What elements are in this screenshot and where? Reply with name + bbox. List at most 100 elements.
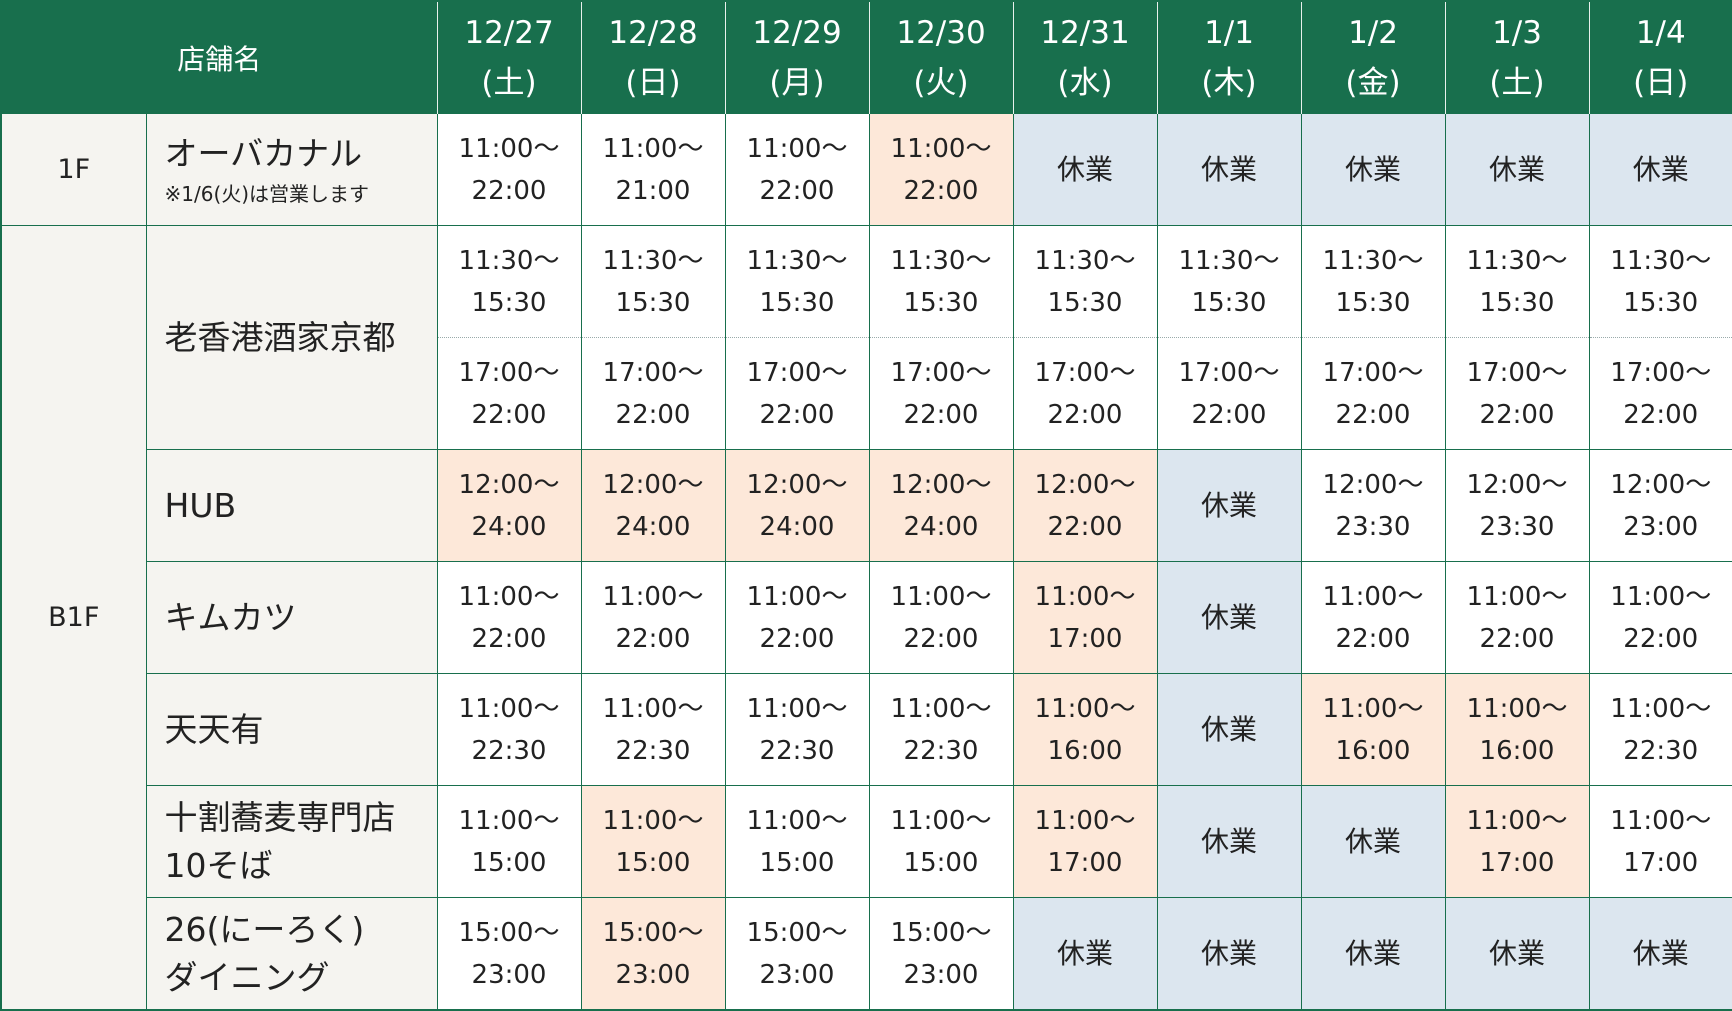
date-label: 12/28: [608, 14, 698, 51]
hours-text: 22:30: [903, 735, 979, 766]
hours-cell: 17:00～ 22:00: [436, 337, 582, 450]
hours-text: 11:00～: [602, 805, 704, 836]
weekday-label: (日): [625, 64, 681, 101]
floor-label: 1F: [0, 113, 147, 226]
store-name: キムカツ: [145, 561, 438, 674]
hours-text: 11:00～: [890, 581, 992, 612]
hours-text: 17:00～: [1322, 357, 1424, 388]
hours-cell: 11:30～ 15:30: [1444, 225, 1590, 338]
hours-text: 17:00～: [746, 357, 848, 388]
hours-text: 15:00: [615, 847, 691, 878]
hours-text: 11:30～: [1034, 245, 1136, 276]
hours-cell: 11:00～ 22:00: [436, 561, 582, 674]
hours-text: 22:00: [471, 623, 547, 654]
hours-text: 11:30～: [458, 245, 560, 276]
hours-text: 22:00: [1479, 623, 1555, 654]
store-name: 老香港酒家京都: [145, 225, 438, 450]
store-name-text: オーバカナル: [164, 133, 363, 173]
hours-text: 11:00～: [458, 805, 560, 836]
hours-text: 11:00～: [890, 693, 992, 724]
hours-text: 11:30～: [1466, 245, 1568, 276]
closed-cell: 休業: [1444, 897, 1590, 1011]
hours-text: 16:00: [1479, 735, 1555, 766]
hours-cell: 11:00～ 22:00: [1588, 561, 1732, 674]
hours-cell: 12:00～ 23:30: [1300, 449, 1446, 562]
hours-cell: 11:00～ 22:00: [1300, 561, 1446, 674]
hours-text: 11:00～: [1034, 693, 1136, 724]
hours-text: 22:00: [471, 399, 547, 430]
hours-text: 11:00～: [1466, 805, 1568, 836]
hours-text: 17:00～: [1610, 357, 1712, 388]
weekday-label: (水): [1057, 64, 1113, 101]
hours-cell: 11:00～ 22:30: [868, 673, 1014, 786]
hours-text: 11:00～: [1322, 693, 1424, 724]
hours-text: 24:00: [471, 511, 547, 542]
hours-cell: 17:00～ 22:00: [1444, 337, 1590, 450]
hours-text: 22:00: [1623, 623, 1699, 654]
hours-text: 22:30: [615, 735, 691, 766]
hours-text: 15:30: [1479, 287, 1555, 318]
hours-text: 11:00～: [1466, 693, 1568, 724]
store-name: オーバカナル ※1/6(火)は営業します: [145, 113, 438, 226]
hours-text: 17:00: [1047, 623, 1123, 654]
hours-text: 休業: [1632, 152, 1689, 186]
hours-cell: 11:30～ 15:30: [724, 225, 870, 338]
hours-text: 23:00: [759, 959, 835, 990]
hours-text: 23:00: [1623, 511, 1699, 542]
hours-text: 22:00: [1191, 399, 1267, 430]
hours-text: 11:00～: [1322, 581, 1424, 612]
hours-cell: 11:00～ 15:00: [580, 785, 726, 898]
store-name-text: 十割蕎麦専門店: [164, 797, 396, 837]
hours-text: 17:00～: [458, 357, 560, 388]
hours-text: 15:00～: [890, 917, 992, 948]
hours-cell: 11:30～ 15:30: [1156, 225, 1302, 338]
hours-cell: 11:30～ 15:30: [1300, 225, 1446, 338]
closed-cell: 休業: [1588, 113, 1732, 226]
closed-cell: 休業: [1156, 449, 1302, 562]
hours-cell: 15:00～ 23:00: [724, 897, 870, 1011]
date-header: 12/29 (月): [724, 1, 870, 114]
hours-text: 11:00～: [1034, 581, 1136, 612]
hours-text: 休業: [1057, 936, 1114, 970]
hours-text: 22:00: [1623, 399, 1699, 430]
hours-cell: 12:00～ 23:00: [1588, 449, 1732, 562]
hours-cell: 17:00～ 22:00: [724, 337, 870, 450]
hours-text: 11:00～: [1610, 805, 1712, 836]
hours-text: 12:00～: [1466, 469, 1568, 500]
hours-text: 15:00～: [746, 917, 848, 948]
date-header: 1/3 (土): [1444, 1, 1590, 114]
hours-text: 22:00: [759, 175, 835, 206]
hours-text: 休業: [1201, 712, 1258, 746]
store-name: 26(にーろく) ダイニング: [145, 897, 438, 1011]
hours-text: 21:00: [615, 175, 691, 206]
date-label: 1/4: [1635, 14, 1686, 51]
store-row: HUB 12:00～ 24:00 12:00～ 24:00 12:00～ 24:00 12:0…: [1, 449, 1732, 562]
store-row: キムカツ 11:00～ 22:00 11:00～ 22:00 11:00～ 22:00 11:…: [1, 561, 1732, 674]
hours-text: 15:00～: [458, 917, 560, 948]
hours-text: 12:00～: [1034, 469, 1136, 500]
hours-text: 22:00: [903, 175, 979, 206]
weekday-label: (土): [481, 64, 537, 101]
store-row: 1F オーバカナル ※1/6(火)は営業します 11:00～ 22:00 11:00～ 21…: [0, 113, 1732, 226]
store-row: 17:00～ 22:00 17:00～ 22:00 17:00～ 22:00 17:00～ 2…: [1, 337, 1732, 450]
hours-text: 11:00～: [602, 693, 704, 724]
hours-text: 休業: [1201, 936, 1258, 970]
closed-cell: 休業: [1300, 113, 1446, 226]
hours-cell: 17:00～ 22:00: [1156, 337, 1302, 450]
hours-text: 15:00～: [602, 917, 704, 948]
hours-text: 11:00～: [1610, 581, 1712, 612]
hours-text: 11:30～: [602, 245, 704, 276]
hours-text: 15:00: [759, 847, 835, 878]
hours-text: 23:00: [471, 959, 547, 990]
hours-text: 22:00: [759, 399, 835, 430]
hours-text: 22:00: [615, 399, 691, 430]
hours-cell: 15:00～ 23:00: [436, 897, 582, 1011]
hours-text: 24:00: [903, 511, 979, 542]
hours-text: 15:30: [1047, 287, 1123, 318]
hours-text: 15:30: [1623, 287, 1699, 318]
hours-text: 11:00～: [746, 581, 848, 612]
floor-label: B1F: [0, 225, 147, 1011]
hours-cell: 11:30～ 15:30: [580, 225, 726, 338]
store-row: B1F 老香港酒家京都 11:30～ 15:30 11:30～ 15:30 11:30～ 15…: [0, 225, 1732, 1011]
